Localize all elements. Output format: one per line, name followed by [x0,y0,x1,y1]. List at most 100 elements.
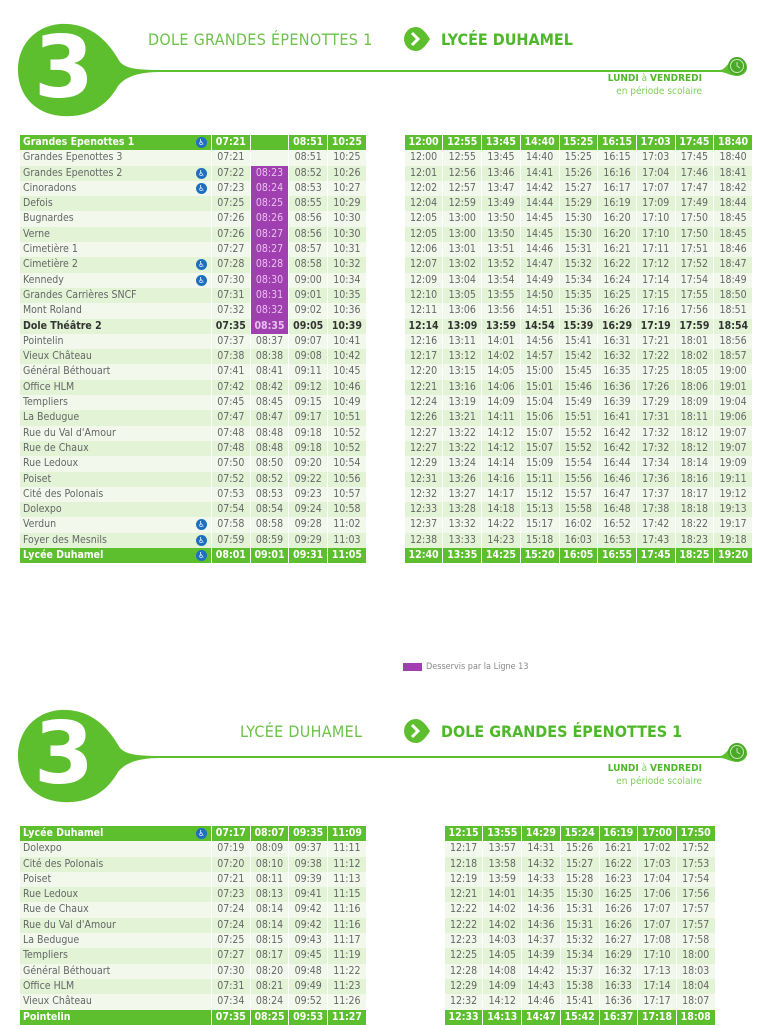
column-gap [367,948,445,963]
time-cell: 14:18 [482,502,520,518]
time-cell: 12:27 [404,425,443,441]
time-cell: 18:12 [675,425,714,441]
time-cell: 10:45 [328,364,366,380]
column-gap [367,826,445,841]
column-gap [367,319,405,334]
time-cell: 11:22 [328,963,366,979]
time-cell: 16:35 [598,364,636,380]
time-cell: 14:33 [522,871,560,888]
time-cell: 09:24 [289,502,328,518]
table-row: Vieux Château 07:38 08:38 09:08 10:42 12:17 13… [20,349,753,365]
time-cell: 18:41 [714,165,752,181]
time-cell: 15:24 [560,826,599,842]
time-cell: 18:11 [675,410,714,426]
time-cell: 14:22 [482,517,520,533]
time-cell: 14:16 [482,471,520,487]
time-cell: 16:15 [598,150,636,166]
time-cell: 08:14 [250,917,289,934]
time-cell: 13:00 [443,211,482,227]
time-cell: 07:28 [212,257,250,273]
stop-name: La Bedugue [23,411,80,424]
stop-cell: Grandes Carrières SNCF [20,287,211,304]
wheelchair-icon: ♿ [196,274,207,286]
time-cell: 14:39 [522,948,560,964]
time-cell: 16:26 [599,902,638,918]
time-cell: 14:42 [520,180,559,197]
time-cell: 13:47 [482,180,520,197]
stop-name: Office HLM [23,979,75,992]
origin-label: LYCÉE DUHAMEL [240,722,363,741]
time-cell: 08:01 [212,548,250,564]
stop-name: Verne [23,227,50,240]
time-cell: 16:26 [599,917,638,934]
stop-name: Bugnardes [23,212,74,225]
time-cell: 12:56 [443,165,482,181]
time-cell: 13:22 [443,440,482,457]
time-cell: 13:06 [443,303,482,319]
column-gap [367,487,405,502]
time-cell: 15:12 [520,486,559,503]
time-cell: 11:02 [328,517,366,533]
line-number: 3 [34,18,94,118]
stop-cell: Rue de Chaux [20,902,211,918]
time-cell: 15:32 [559,257,598,273]
table-row: Poiset 07:21 08:11 09:39 11:13 12:19 13:59 14:3… [20,871,716,888]
stop-cell: Rue de Chaux [20,440,211,457]
stop-cell: Bugnardes [20,211,211,227]
time-cell: 11:16 [328,902,366,918]
table-row: Rue du Val d'Amour 07:48 08:48 09:18 10:52 12… [20,425,753,441]
time-cell: 07:20 [212,856,250,872]
time-cell: 09:45 [289,948,328,964]
time-cell: 07:22 [212,165,250,181]
time-cell: 10:26 [328,165,366,181]
time-cell: 09:39 [289,871,328,888]
time-cell: 07:35 [212,1009,250,1025]
time-cell: 14:17 [482,486,520,503]
time-cell: 12:59 [443,196,482,212]
time-cell: 12:27 [404,440,443,457]
time-cell: 15:42 [559,349,598,365]
time-cell: 15:57 [559,486,598,503]
time-cell: 15:56 [559,471,598,487]
time-cell: 17:04 [636,165,675,181]
stop-cell: Office HLM [20,978,211,995]
time-cell: 13:35 [443,548,482,564]
time-cell: 15:06 [520,410,559,426]
time-cell: 10:34 [328,272,366,288]
wheelchair-icon: ♿ [196,137,207,148]
time-cell: 08:51 [289,135,328,151]
column-gap [367,380,405,395]
time-cell: 14:12 [483,994,522,1010]
stop-name: Grandes Epenottes 2 [23,166,123,179]
time-cell: 08:20 [250,963,289,979]
stop-cell: Verdun ♿ [20,517,211,533]
stop-name: Dolexpo [23,842,62,855]
time-cell: 17:25 [636,364,675,380]
time-cell: 13:58 [483,856,522,872]
time-cell: 08:14 [250,902,289,918]
column-gap [367,472,405,487]
time-cell: 18:12 [675,440,714,457]
stop-cell: La Bedugue [20,933,211,949]
column-gap [367,288,405,303]
stop-name: Mont Roland [23,304,82,317]
time-cell: 19:20 [714,548,752,564]
time-cell: 09:38 [289,856,328,872]
stop-name: La Bedugue [23,934,80,947]
table-row: Cinoradons ♿ 07:23 08:24 08:53 10:27 12:02 12:5… [20,180,753,197]
time-cell: 12:32 [444,994,483,1010]
time-cell: 18:47 [714,257,752,273]
time-cell: 09:42 [289,917,328,934]
time-cell: 14:29 [522,826,560,842]
stop-name: Dolexpo [23,503,62,516]
stop-cell: Templiers [20,395,211,411]
column-gap [367,841,445,856]
time-cell: 07:53 [212,486,250,503]
legend-swatch [403,663,422,671]
time-cell: 16:37 [599,1009,638,1025]
time-cell: 17:29 [636,395,675,411]
time-cell: 18:56 [714,333,752,350]
time-cell: 15:37 [560,963,599,979]
time-cell: 15:52 [559,440,598,457]
time-cell: 15:58 [559,502,598,518]
